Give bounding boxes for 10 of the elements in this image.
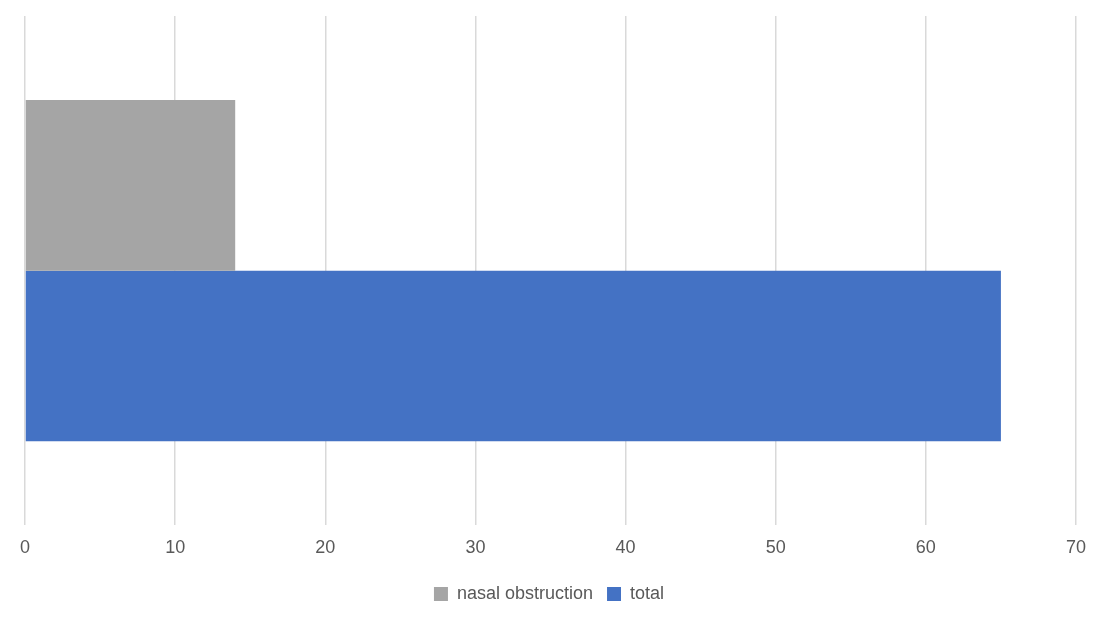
x-tick-label: 10 [165,537,186,558]
x-tick-label: 30 [465,537,486,558]
x-tick-label: 20 [315,537,336,558]
legend-label: nasal obstruction [456,582,594,603]
x-tick-label: 70 [1065,537,1086,558]
x-tick-label: 50 [765,537,786,558]
legend-label: total [630,582,665,603]
x-tick-label: 0 [20,537,31,558]
x-tick-label: 60 [915,537,936,558]
x-tick-label: 40 [615,537,636,558]
